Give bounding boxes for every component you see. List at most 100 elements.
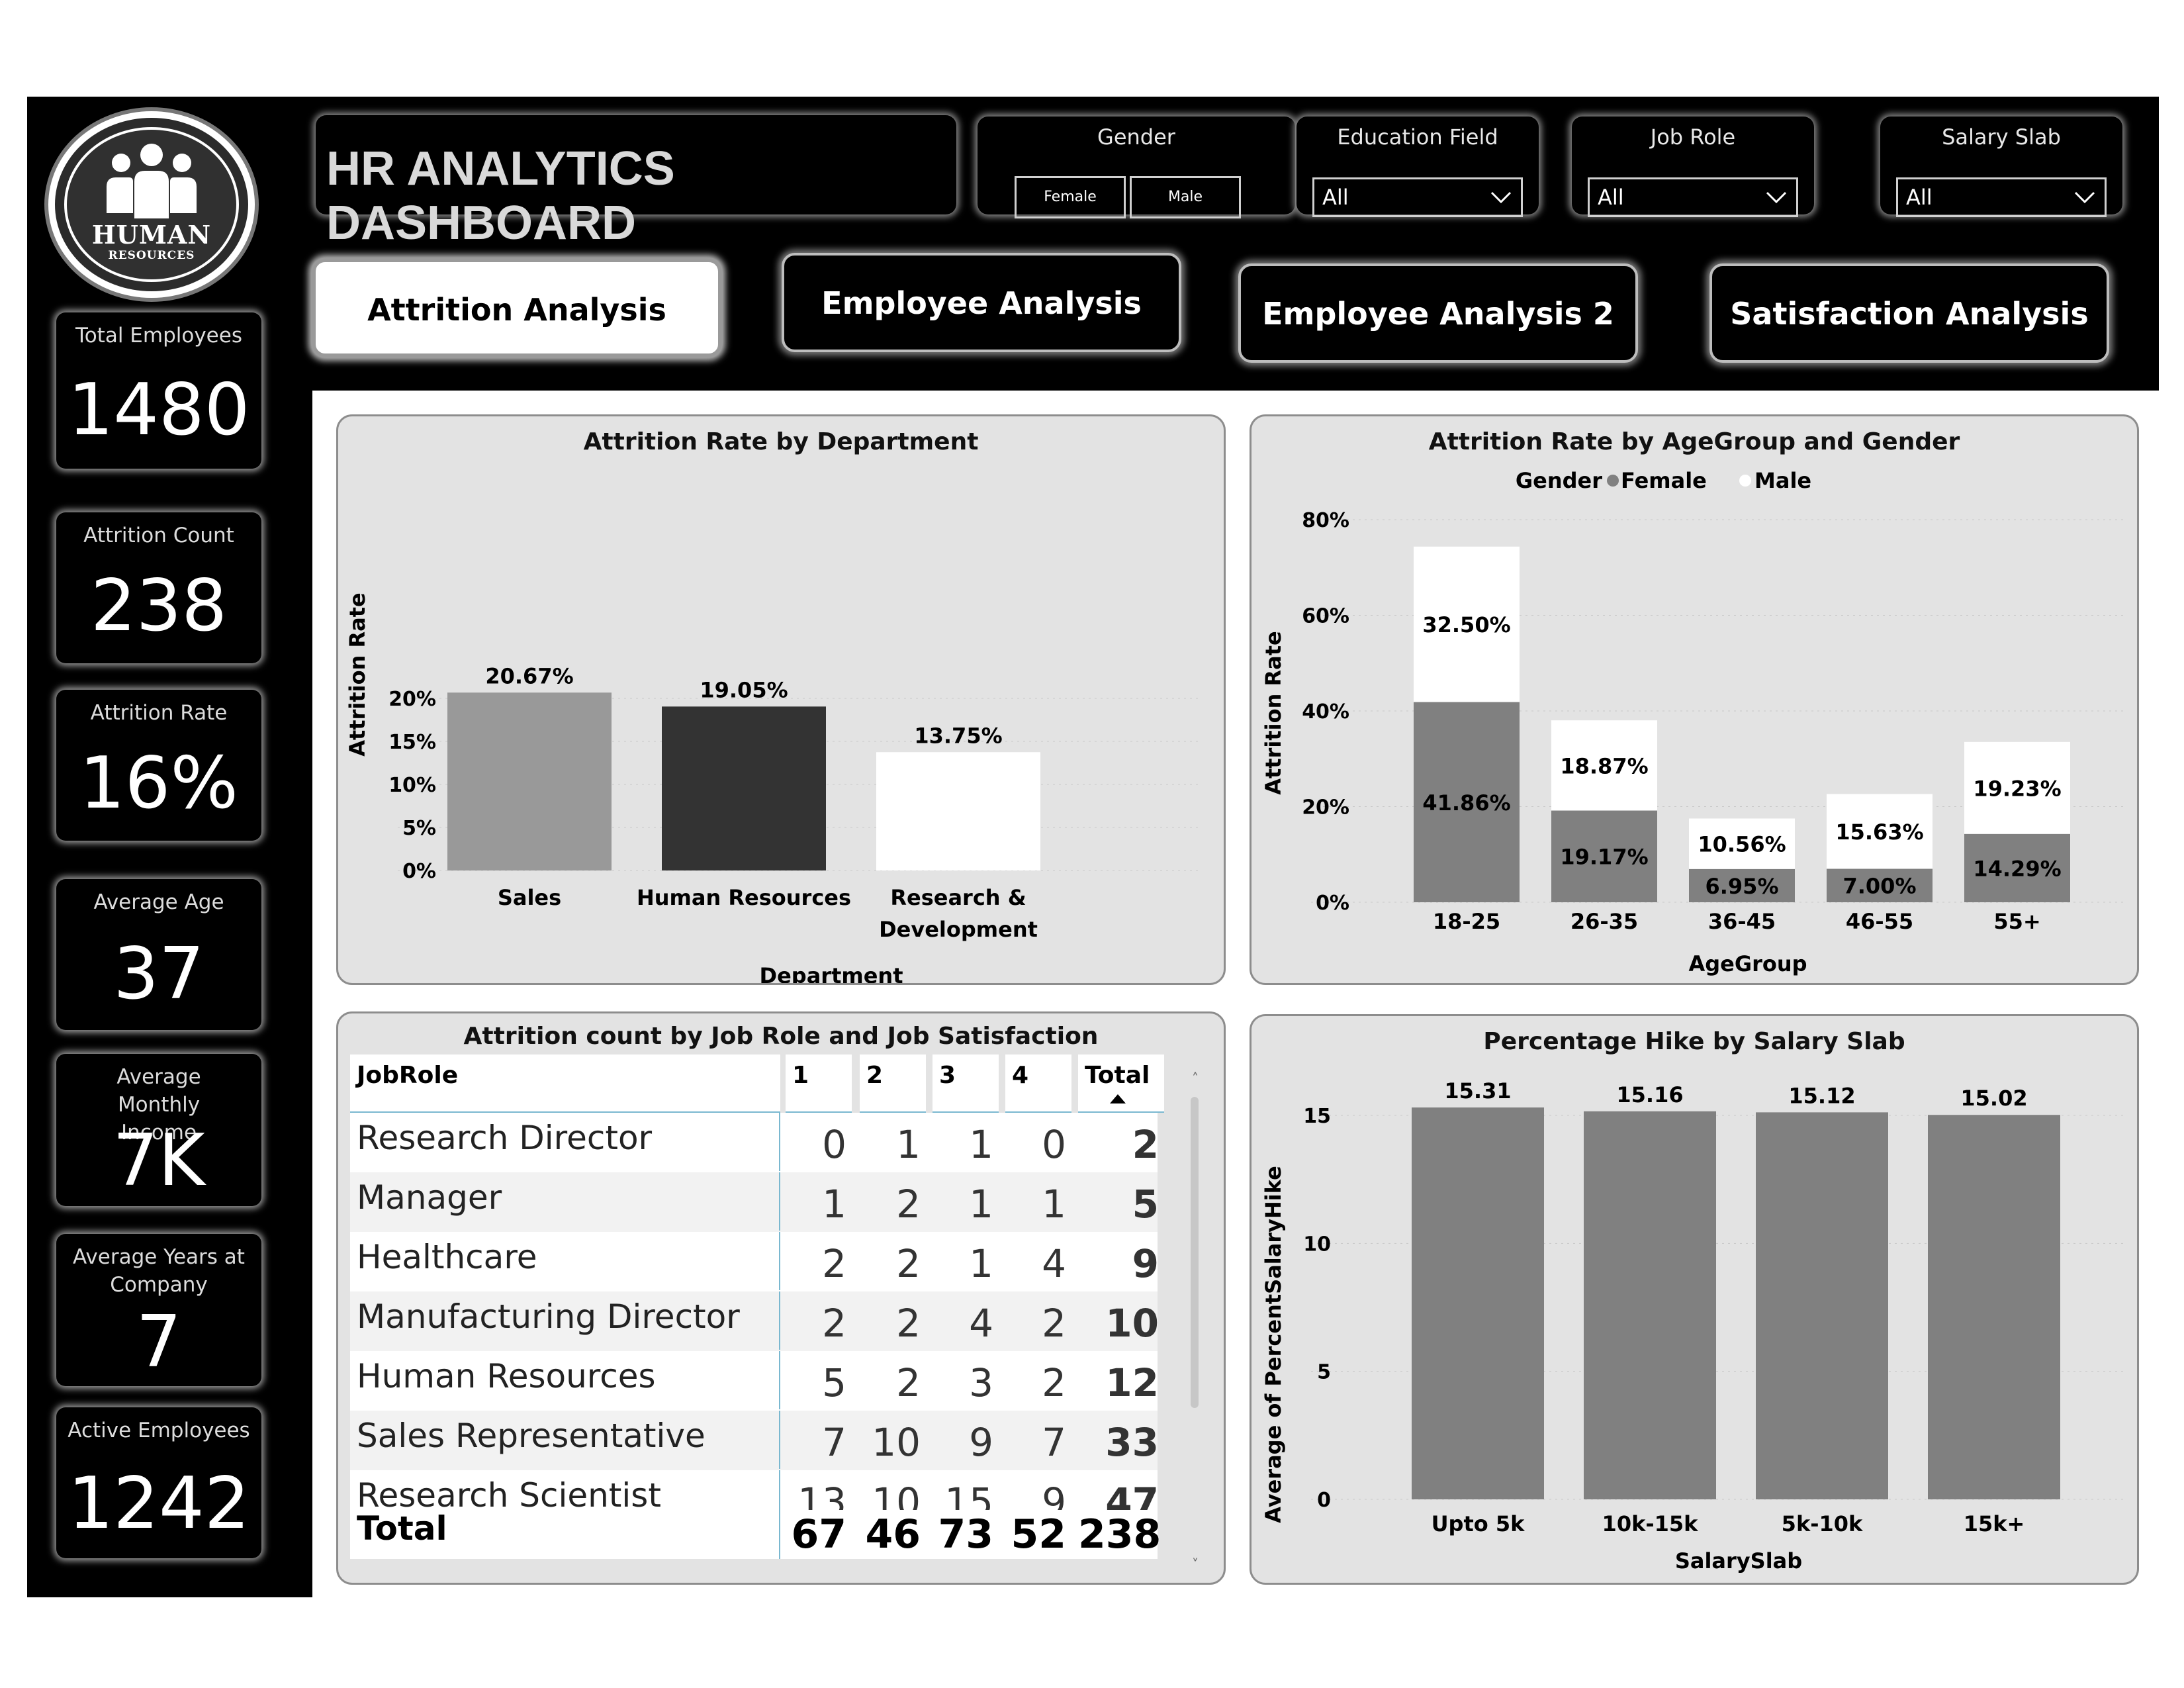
kpi-label: Attrition Rate	[90, 701, 228, 725]
y-tick-label: 0%	[1316, 892, 1349, 915]
count-cell: 9	[1132, 1241, 1158, 1286]
data-label: 15.12	[1788, 1083, 1855, 1108]
x-tick-label: 55+	[1993, 909, 2040, 934]
bar-2	[876, 752, 1040, 870]
legend-male: Male	[1754, 468, 1811, 493]
tab-employee-analysis[interactable]: Employee Analysis	[782, 253, 1181, 352]
x-tick-label: Research &	[890, 885, 1026, 910]
table-attrition-by-jobrole-satisfaction: Attrition count by Job Role and Job Sati…	[336, 1011, 1226, 1585]
y-tick-label: 80%	[1302, 509, 1349, 532]
count-cell: 33	[1105, 1420, 1158, 1465]
data-label: 13.75%	[914, 723, 1002, 748]
count-cell: 1	[969, 1122, 993, 1167]
data-label-male: 19.23%	[1973, 776, 2061, 801]
bar-15k+	[1928, 1115, 2060, 1499]
table-total-row: Total 67 46 73 52 238	[350, 1510, 1161, 1559]
count-cell: 12	[1105, 1360, 1158, 1405]
education-field-dropdown[interactable]: All	[1312, 177, 1523, 217]
table-row[interactable]: Healthcare Representative 2 2 1 4 9	[350, 1232, 1158, 1291]
education-field-filter: Education Field All	[1297, 117, 1539, 217]
x-axis-label: SalarySlab	[1675, 1548, 1802, 1573]
count-cell: 2	[896, 1360, 921, 1405]
gender-female-button[interactable]: Female	[1015, 176, 1126, 218]
kpi-label: Attrition Count	[83, 524, 234, 547]
data-label: 15.02	[1960, 1086, 2027, 1111]
filter-label: Education Field	[1337, 124, 1498, 150]
tab-satisfaction-analysis[interactable]: Satisfaction Analysis	[1709, 263, 2109, 363]
count-cell: 5	[822, 1360, 846, 1405]
bar-Upto 5k	[1412, 1107, 1544, 1499]
hr-logo: HUMAN RESOURCES	[48, 111, 255, 298]
chart-title: Attrition Rate by AgeGroup and Gender	[1428, 428, 1960, 455]
salary-slab-dropdown[interactable]: All	[1896, 177, 2107, 217]
table-row[interactable]: Manufacturing Director 2 2 4 2 10	[350, 1291, 1158, 1351]
bar-female-55+	[1964, 833, 2070, 902]
job-role-cell: Human Resources	[350, 1351, 780, 1409]
data-label-female: 41.86%	[1422, 790, 1510, 816]
logo-text-human: HUMAN	[91, 220, 212, 250]
chart-percentage-hike-by-salary-slab: Percentage Hike by Salary Slab Average o…	[1250, 1014, 2139, 1585]
y-tick-label: 10%	[388, 774, 436, 797]
y-tick-label: 15%	[388, 731, 436, 754]
data-label-male: 15.63%	[1835, 820, 1923, 845]
chart-attrition-by-agegroup-gender: Attrition Rate by AgeGroup and Gender Ge…	[1250, 414, 2139, 985]
kpi-value: 37	[113, 933, 205, 1015]
kpi-value: 16%	[79, 742, 239, 825]
table-row[interactable]: Sales Representative 7 10 9 7 33	[350, 1411, 1158, 1470]
y-axis-label: Attrition Rate	[1261, 631, 1286, 795]
chart-title: Percentage Hike by Salary Slab	[1483, 1028, 1905, 1055]
table-row[interactable]: Research Director 0 1 1 0 2	[350, 1113, 1158, 1172]
table-header-row: JobRole 1 2 3 4 Total	[350, 1055, 1164, 1113]
scroll-up-icon[interactable]: ˄	[1192, 1070, 1199, 1086]
bar-male-36-45	[1689, 818, 1795, 869]
bar-male-18-25	[1414, 546, 1520, 702]
bar-male-46-55	[1827, 794, 1933, 869]
kpi-attrition-rate: Attrition Rate 16%	[56, 690, 261, 841]
filter-label: Gender	[1097, 124, 1175, 150]
count-cell: 9	[969, 1420, 993, 1465]
bar-5k-10k	[1756, 1112, 1888, 1499]
table-row[interactable]: Manager 1 2 1 1 5	[350, 1172, 1158, 1232]
kpi-total-employees: Total Employees 1480	[56, 312, 261, 469]
table-row[interactable]: Human Resources 5 2 3 2 12	[350, 1351, 1158, 1411]
job-role-cell: Manufacturing Director	[350, 1291, 780, 1350]
column-header: Total	[1078, 1055, 1164, 1113]
tab-employee-analysis-2[interactable]: Employee Analysis 2	[1238, 263, 1638, 363]
count-cell: 0	[1042, 1122, 1066, 1167]
count-cell: 4	[969, 1301, 993, 1346]
data-label-female: 7.00%	[1843, 874, 1916, 899]
data-label-male: 10.56%	[1698, 832, 1786, 857]
tab-attrition-analysis[interactable]: Attrition Analysis	[312, 258, 722, 357]
y-tick-label: 0%	[402, 860, 436, 883]
kpi-label: Active Employees	[68, 1419, 250, 1442]
job-role-cell: Sales Representative	[350, 1411, 780, 1469]
count-cell: 7	[822, 1420, 846, 1465]
count-cell: 2	[1132, 1122, 1158, 1167]
table-row[interactable]: Research Scientist 13 10 15 9 47	[350, 1470, 1158, 1510]
table-scrollbar[interactable]: ˄ ˅	[1189, 1070, 1200, 1573]
scrollbar-thumb[interactable]	[1191, 1097, 1199, 1408]
count-cell: 10	[1105, 1301, 1158, 1346]
job-role-dropdown[interactable]: All	[1588, 177, 1798, 217]
x-tick-label: 5k-10k	[1782, 1511, 1863, 1536]
count-cell: 1	[896, 1122, 921, 1167]
count-cell: 1	[822, 1182, 846, 1227]
sort-ascending-icon[interactable]	[1110, 1094, 1126, 1103]
total-cell: 238	[1078, 1511, 1161, 1558]
salary-slab-bar-chart: Average of PercentSalaryHike SalarySlab …	[1261, 1078, 2125, 1573]
chart-title: Attrition Rate by Department	[583, 428, 979, 455]
gender-male-button[interactable]: Male	[1130, 176, 1241, 218]
job-role-cell: Healthcare Representative	[350, 1232, 780, 1291]
bar-female-46-55	[1827, 868, 1933, 902]
count-cell: 2	[1042, 1301, 1066, 1346]
total-cell: 52	[1011, 1511, 1067, 1558]
count-cell: 1	[969, 1241, 993, 1286]
bar-1	[662, 706, 826, 870]
column-header: 2	[860, 1055, 926, 1113]
x-tick-label: 46-55	[1846, 909, 1913, 934]
scroll-down-icon[interactable]: ˅	[1192, 1556, 1199, 1572]
legend-female-swatch	[1607, 475, 1619, 487]
y-tick-label: 60%	[1302, 605, 1349, 628]
kpi-value: 1480	[68, 369, 250, 451]
data-label-female: 14.29%	[1973, 856, 2061, 881]
